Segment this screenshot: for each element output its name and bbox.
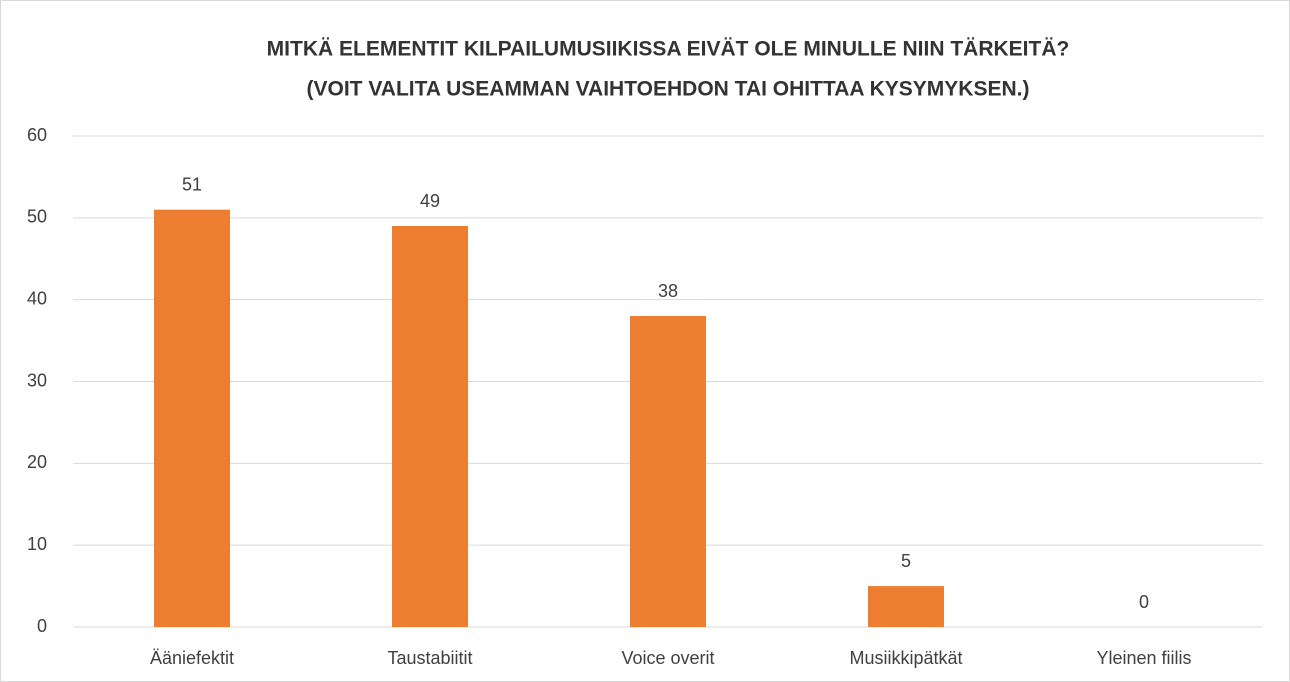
bar [868, 586, 944, 627]
y-tick-label: 60 [27, 125, 47, 145]
x-tick-label: Taustabiitit [387, 648, 472, 668]
bar [392, 226, 468, 627]
data-label: 49 [420, 191, 440, 211]
y-tick-label: 30 [27, 370, 47, 390]
bar [630, 316, 706, 627]
data-label: 0 [1139, 592, 1149, 612]
y-tick-label: 20 [27, 452, 47, 472]
chart-title: (VOIT VALITA USEAMMAN VAIHTOEHDON TAI OH… [307, 78, 1030, 101]
chart-title: MITKÄ ELEMENTIT KILPAILUMUSIIKISSA EIVÄT… [267, 38, 1070, 61]
bar [154, 209, 230, 627]
x-tick-label: Musiikkipätkät [849, 648, 962, 668]
data-label: 51 [182, 174, 202, 194]
y-tick-label: 50 [27, 207, 47, 227]
y-tick-label: 40 [27, 288, 47, 308]
x-tick-label: Ääniefektit [150, 648, 234, 668]
x-tick-label: Yleinen fiilis [1096, 648, 1191, 668]
data-label: 5 [901, 551, 911, 571]
data-label: 38 [658, 281, 678, 301]
x-tick-label: Voice overit [621, 648, 714, 668]
y-tick-label: 0 [37, 616, 47, 636]
y-tick-label: 10 [27, 534, 47, 554]
